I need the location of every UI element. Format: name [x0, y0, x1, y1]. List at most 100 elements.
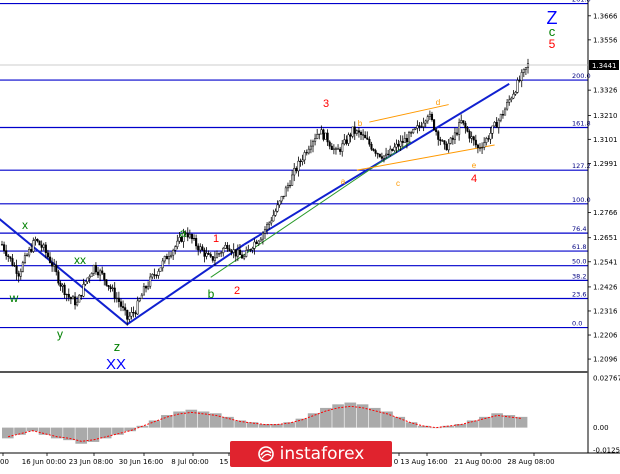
candle-body — [46, 252, 49, 258]
candle — [418, 122, 421, 132]
candle-body — [433, 119, 436, 130]
candle — [15, 259, 18, 280]
candle — [518, 75, 521, 83]
candle — [213, 251, 216, 266]
candle — [359, 130, 363, 140]
candle-body — [443, 140, 446, 145]
candle — [491, 125, 494, 139]
candle — [249, 248, 252, 253]
candle — [172, 248, 175, 260]
candle — [199, 243, 202, 254]
candle-body — [276, 204, 279, 212]
candle-body — [474, 139, 477, 146]
candle-body — [368, 138, 371, 145]
candle-body — [203, 249, 206, 257]
fib-label-200.0: 200.0 — [572, 72, 591, 80]
osc-bar — [112, 427, 124, 435]
candle — [270, 216, 273, 226]
candle-body — [314, 138, 317, 142]
candle — [330, 142, 333, 150]
fib-label-100.0: 100.0 — [572, 196, 591, 204]
candle-body — [520, 72, 523, 81]
candle-body — [449, 137, 452, 144]
fib-label-127.2: 127.2 — [572, 162, 591, 170]
candle — [357, 127, 360, 138]
candle-body — [401, 140, 404, 143]
candle-body — [284, 187, 287, 197]
candle — [132, 306, 135, 318]
candle-body — [418, 125, 421, 127]
candle-body — [501, 114, 505, 116]
candle — [144, 285, 148, 293]
candlesticks — [0, 58, 530, 326]
current-price-label: 1.3441 — [592, 62, 617, 70]
candle-body — [115, 297, 118, 299]
candle-body — [499, 114, 502, 121]
candle-body — [524, 67, 527, 70]
candle — [512, 90, 515, 100]
candle — [107, 285, 110, 291]
candle — [218, 252, 221, 258]
candle — [245, 246, 248, 258]
candle — [159, 267, 162, 272]
candle — [460, 114, 463, 124]
candle-body — [255, 241, 258, 244]
candle — [476, 143, 479, 154]
instaforex-banner[interactable]: instaforex — [230, 441, 392, 467]
candle — [341, 140, 344, 157]
candle — [286, 182, 290, 192]
candle-body — [211, 256, 214, 261]
candle-body — [322, 129, 325, 140]
candle-body — [385, 153, 388, 157]
candle-body — [9, 256, 12, 259]
x-tick-label: 15 J — [219, 458, 232, 466]
candle — [428, 110, 431, 121]
candle-body — [234, 249, 237, 257]
candle — [142, 283, 145, 296]
candle — [399, 135, 402, 152]
candle — [188, 229, 191, 239]
candle — [5, 244, 8, 260]
candle-body — [516, 80, 519, 93]
candle-body — [222, 248, 225, 253]
candle-body — [497, 119, 500, 128]
y-tick-label: 1.3326 — [593, 87, 618, 95]
candle-body — [142, 286, 145, 296]
candle-body — [426, 116, 429, 122]
candle — [391, 148, 394, 152]
candle-body — [96, 271, 100, 276]
candle-body — [362, 134, 365, 136]
candle-body — [238, 249, 242, 256]
candle-body — [19, 271, 22, 277]
candle-body — [67, 293, 70, 298]
candle — [151, 273, 154, 280]
candle — [282, 195, 285, 200]
candle — [224, 242, 227, 249]
candle — [389, 145, 392, 157]
osc-bar — [503, 415, 516, 428]
candle — [524, 67, 527, 76]
candle-body — [51, 262, 54, 267]
candle — [65, 293, 68, 302]
candle — [140, 293, 143, 299]
candle-body — [201, 246, 204, 251]
candle — [40, 240, 43, 252]
candle-body — [34, 238, 37, 241]
candle-body — [299, 160, 302, 162]
candle-body — [345, 139, 348, 144]
candle-body — [274, 210, 277, 216]
candle — [468, 129, 471, 143]
osc-bar — [295, 418, 308, 428]
candle-body — [157, 271, 160, 276]
candle-body — [170, 254, 173, 257]
candle-body — [378, 153, 381, 157]
candle-body — [236, 249, 239, 257]
candle-body — [280, 196, 283, 202]
candle-body — [263, 229, 267, 234]
candle — [38, 240, 41, 246]
candle — [291, 169, 294, 186]
osc-bar — [75, 427, 88, 444]
candle-body — [197, 245, 200, 251]
candle-body — [165, 256, 168, 260]
candle-body — [190, 234, 193, 240]
